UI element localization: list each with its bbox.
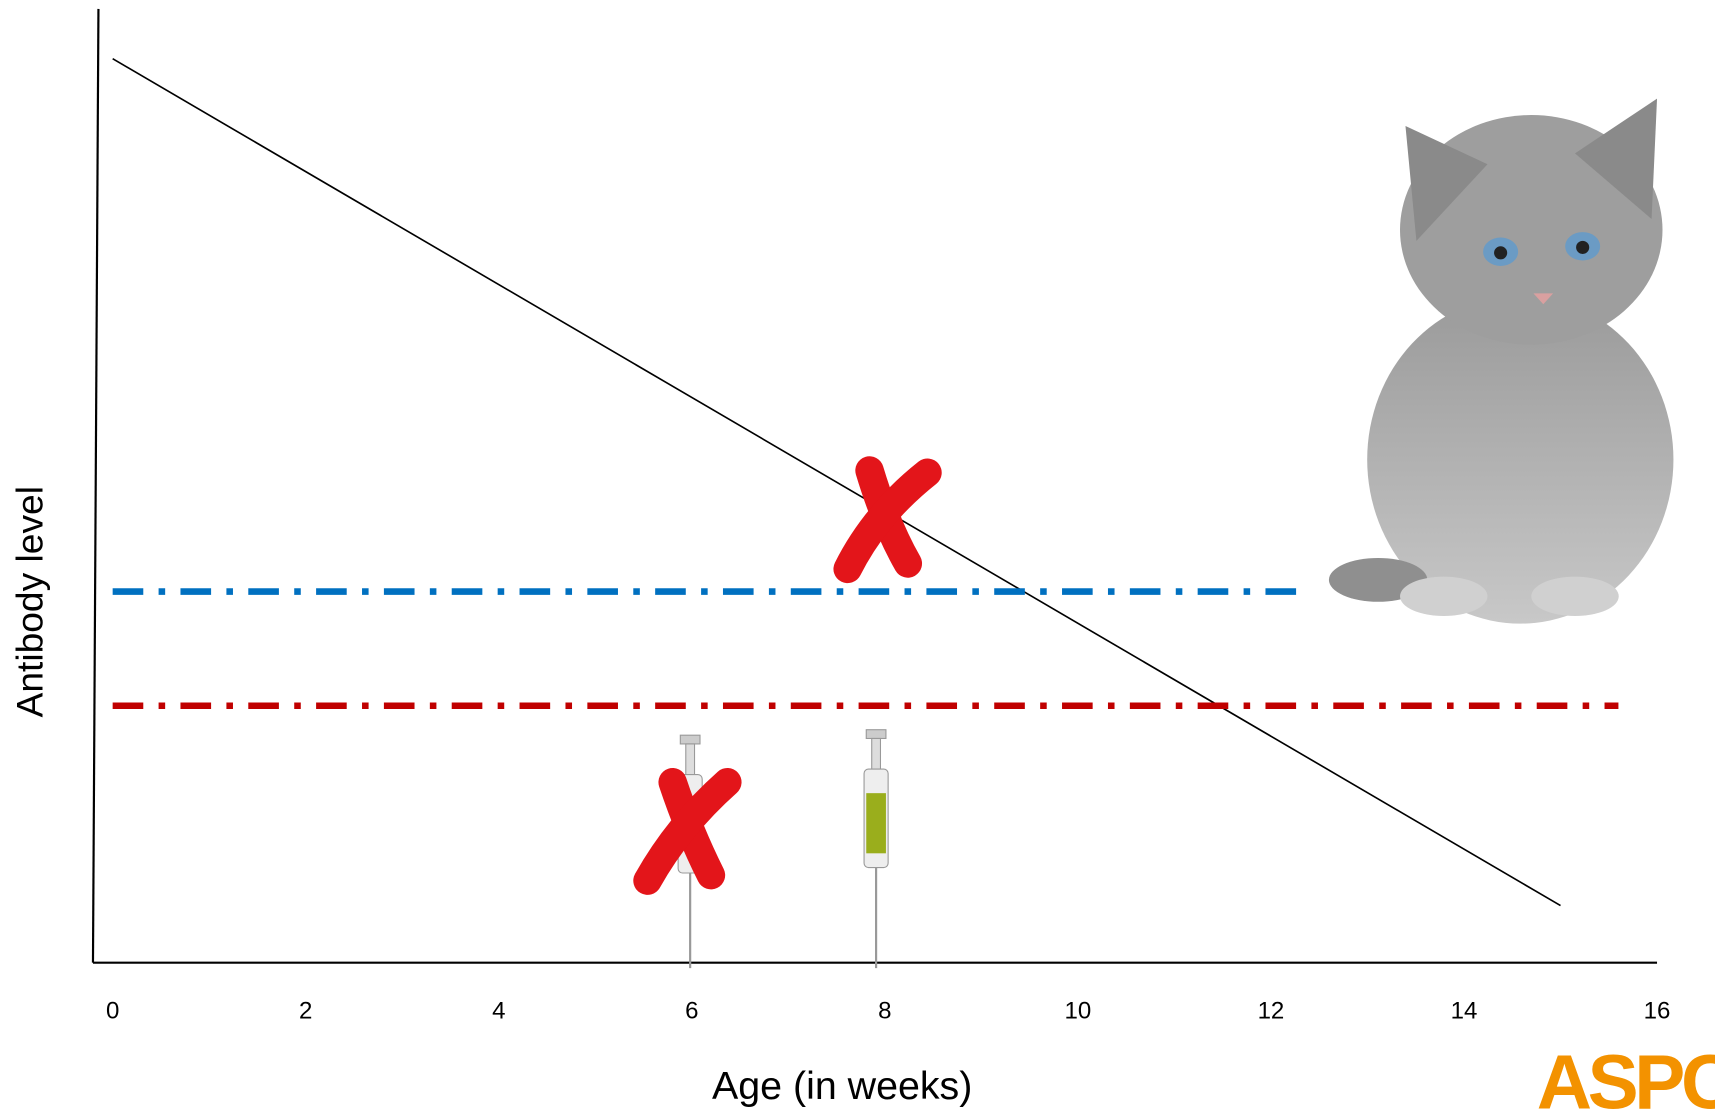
x-tick-label: 2 [299,997,312,1024]
plot-area [112,57,1619,907]
x-tick-label: 0 [106,997,119,1024]
syringe-icon [863,729,889,969]
x-tick-label: 12 [1258,997,1285,1024]
x-tick-label: 4 [492,997,505,1024]
cross-mark [633,768,742,895]
x-tick-label: 10 [1065,997,1092,1024]
x-axis-label: Age (in weeks) [712,1064,972,1108]
cross-mark [833,456,942,584]
logo: ASPC [1537,1041,1715,1116]
data-line [112,57,1561,907]
y-axis-label: Antibody level [9,486,51,717]
x-tick-label: 16 [1644,997,1671,1024]
x-tick-label: 8 [878,997,891,1024]
x-tick-label: 14 [1451,997,1478,1024]
kitten-image [1328,98,1674,624]
x-tick-label: 6 [685,997,698,1024]
y-axis [91,8,100,963]
